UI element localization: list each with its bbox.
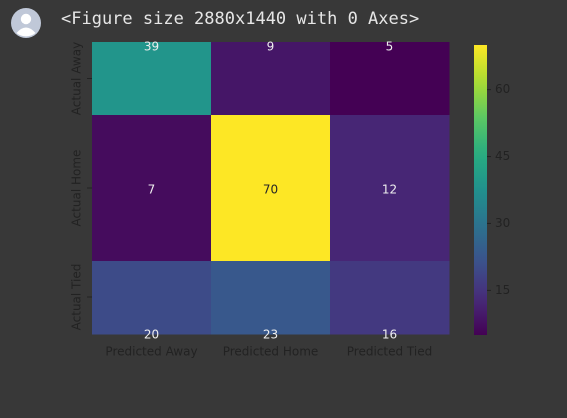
colorbar-tick-label: 60 <box>495 82 510 96</box>
user-avatar-icon <box>11 8 41 38</box>
cell-value-label: 16 <box>382 328 397 342</box>
cell-value-label: 20 <box>144 328 159 342</box>
heatmap-cell <box>330 261 450 335</box>
heatmap-cells <box>92 42 450 335</box>
cell-value-label: 12 <box>382 183 397 197</box>
heatmap-cell <box>92 261 212 335</box>
cell-value-label: 39 <box>144 40 159 54</box>
colorbar-tick-label: 30 <box>495 216 510 230</box>
row-label: Actual Away <box>70 42 84 115</box>
cell-value-label: 9 <box>267 40 275 54</box>
column-axis: Predicted Away Predicted Home Predicted Ti… <box>105 345 432 359</box>
cell-value-label: 23 <box>263 328 278 342</box>
row-label: Actual Tied <box>70 264 84 331</box>
heatmap-cell <box>211 115 331 262</box>
heatmap-cell <box>92 115 212 262</box>
heatmap-cell <box>330 115 450 262</box>
colorbar-tick-label: 45 <box>495 149 510 163</box>
heatmap-cell <box>211 42 331 116</box>
colorbar-gradient <box>474 45 487 335</box>
colorbar: 15 30 45 60 <box>474 45 510 335</box>
cell-value-label: 5 <box>386 40 394 54</box>
heatmap-cell-labels: 39 9 5 7 70 12 20 23 16 <box>144 40 397 342</box>
colorbar-tick-label: 15 <box>495 283 510 297</box>
column-label: Predicted Tied <box>347 345 432 359</box>
column-label: Predicted Home <box>223 345 319 359</box>
row-label: Actual Home <box>70 150 84 227</box>
cell-value-label: 70 <box>263 183 278 197</box>
cell-value-label: 7 <box>148 183 156 197</box>
heatmap-cell <box>330 42 450 116</box>
column-label: Predicted Away <box>105 345 197 359</box>
figure-output-text: <Figure size 2880x1440 with 0 Axes> <box>61 9 420 29</box>
heatmap-cell <box>211 261 331 335</box>
heatmap-cell <box>92 42 212 116</box>
row-axis: Actual Away Actual Home Actual Tied <box>70 42 92 331</box>
